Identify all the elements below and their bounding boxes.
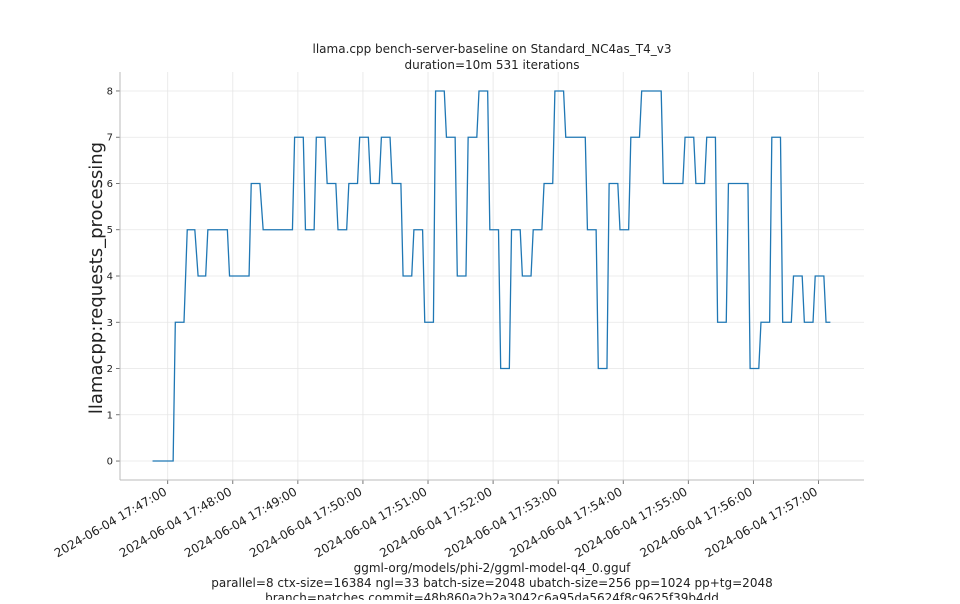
y-tick-label: 8 bbox=[107, 86, 113, 97]
x-tick-label: 2024-06-04 17:47:00 bbox=[52, 484, 169, 560]
x-tick-label: 2024-06-04 17:50:00 bbox=[247, 484, 364, 560]
y-tick-label: 0 bbox=[107, 457, 113, 468]
x-tick-label: 2024-06-04 17:55:00 bbox=[572, 484, 689, 560]
x-tick-label: 2024-06-04 17:51:00 bbox=[312, 484, 429, 560]
x-tick-label: 2024-06-04 17:56:00 bbox=[637, 484, 754, 560]
x-tick-label: 2024-06-04 17:48:00 bbox=[117, 484, 234, 560]
y-tick-label: 4 bbox=[107, 272, 113, 283]
x-tick-label: 2024-06-04 17:49:00 bbox=[182, 484, 299, 560]
y-tick-label: 6 bbox=[107, 179, 113, 190]
y-tick-label: 5 bbox=[107, 225, 113, 236]
chart-title: llama.cpp bench-server-baseline on Stand… bbox=[313, 42, 672, 56]
y-tick-label: 1 bbox=[107, 410, 113, 421]
x-axis-label: parallel=8 ctx-size=16384 ngl=33 batch-s… bbox=[211, 576, 772, 590]
data-line bbox=[152, 90, 831, 462]
chart-subtitle: duration=10m 531 iterations bbox=[405, 58, 580, 72]
x-tick-label: 2024-06-04 17:57:00 bbox=[703, 484, 820, 560]
x-tick-label: 2024-06-04 17:53:00 bbox=[442, 484, 559, 560]
y-tick-label: 7 bbox=[107, 133, 113, 144]
y-tick-label: 3 bbox=[107, 318, 113, 329]
x-tick-label: 2024-06-04 17:54:00 bbox=[507, 484, 624, 560]
x-axis-label: branch=patches commit=48b860a2b2a3042c6a… bbox=[265, 591, 719, 600]
y-axis-label: llamacpp:requests_processing bbox=[86, 142, 107, 414]
y-tick-label: 2 bbox=[107, 364, 113, 375]
x-tick-label: 2024-06-04 17:52:00 bbox=[377, 484, 494, 560]
x-axis-label: ggml-org/models/phi-2/ggml-model-q4_0.gg… bbox=[354, 561, 632, 575]
